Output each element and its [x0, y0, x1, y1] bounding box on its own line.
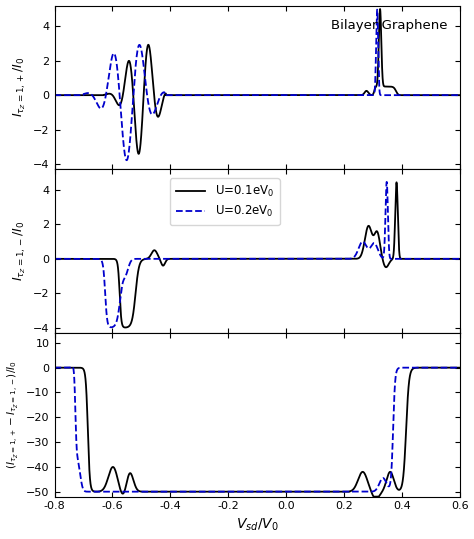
Y-axis label: $I_{\tau_Z=1,+}/I_0$: $I_{\tau_Z=1,+}/I_0$: [11, 57, 27, 118]
U=0.1eV$_0$: [374, 228, 379, 234]
Y-axis label: $I_{\tau_Z=1,-}/I_0$: $I_{\tau_Z=1,-}/I_0$: [11, 221, 27, 281]
U=0.1eV$_0$: [394, 179, 400, 185]
U=0.1eV$_0$: [292, 255, 297, 262]
Y-axis label: $(I_{\tau_Z=1,+}-I_{\tau_Z=1,-})/I_0$: $(I_{\tau_Z=1,+}-I_{\tau_Z=1,-})/I_0$: [6, 361, 20, 469]
U=0.1eV$_0$: [199, 255, 204, 262]
Line: U=0.1eV$_0$: U=0.1eV$_0$: [55, 182, 460, 328]
U=0.1eV$_0$: [352, 255, 358, 262]
U=0.1eV$_0$: [122, 324, 128, 331]
U=0.2eV$_0$: [108, 324, 114, 330]
U=0.2eV$_0$: [384, 178, 390, 185]
U=0.1eV$_0$: [457, 255, 463, 262]
U=0.2eV$_0$: [352, 253, 358, 259]
U=0.2eV$_0$: [309, 255, 315, 262]
U=0.2eV$_0$: [457, 255, 463, 262]
Legend: U=0.1eV$_0$, U=0.2eV$_0$: U=0.1eV$_0$, U=0.2eV$_0$: [170, 178, 280, 225]
U=0.1eV$_0$: [309, 255, 315, 262]
U=0.1eV$_0$: [52, 255, 57, 262]
Text: Bilayer Graphene: Bilayer Graphene: [331, 19, 447, 32]
U=0.2eV$_0$: [374, 243, 379, 250]
U=0.2eV$_0$: [292, 255, 297, 262]
U=0.2eV$_0$: [199, 255, 204, 262]
U=0.1eV$_0$: [72, 255, 78, 262]
X-axis label: $V_{sd}/V_0$: $V_{sd}/V_0$: [236, 517, 278, 534]
U=0.2eV$_0$: [72, 255, 78, 262]
U=0.2eV$_0$: [52, 255, 57, 262]
Line: U=0.2eV$_0$: U=0.2eV$_0$: [55, 182, 460, 327]
